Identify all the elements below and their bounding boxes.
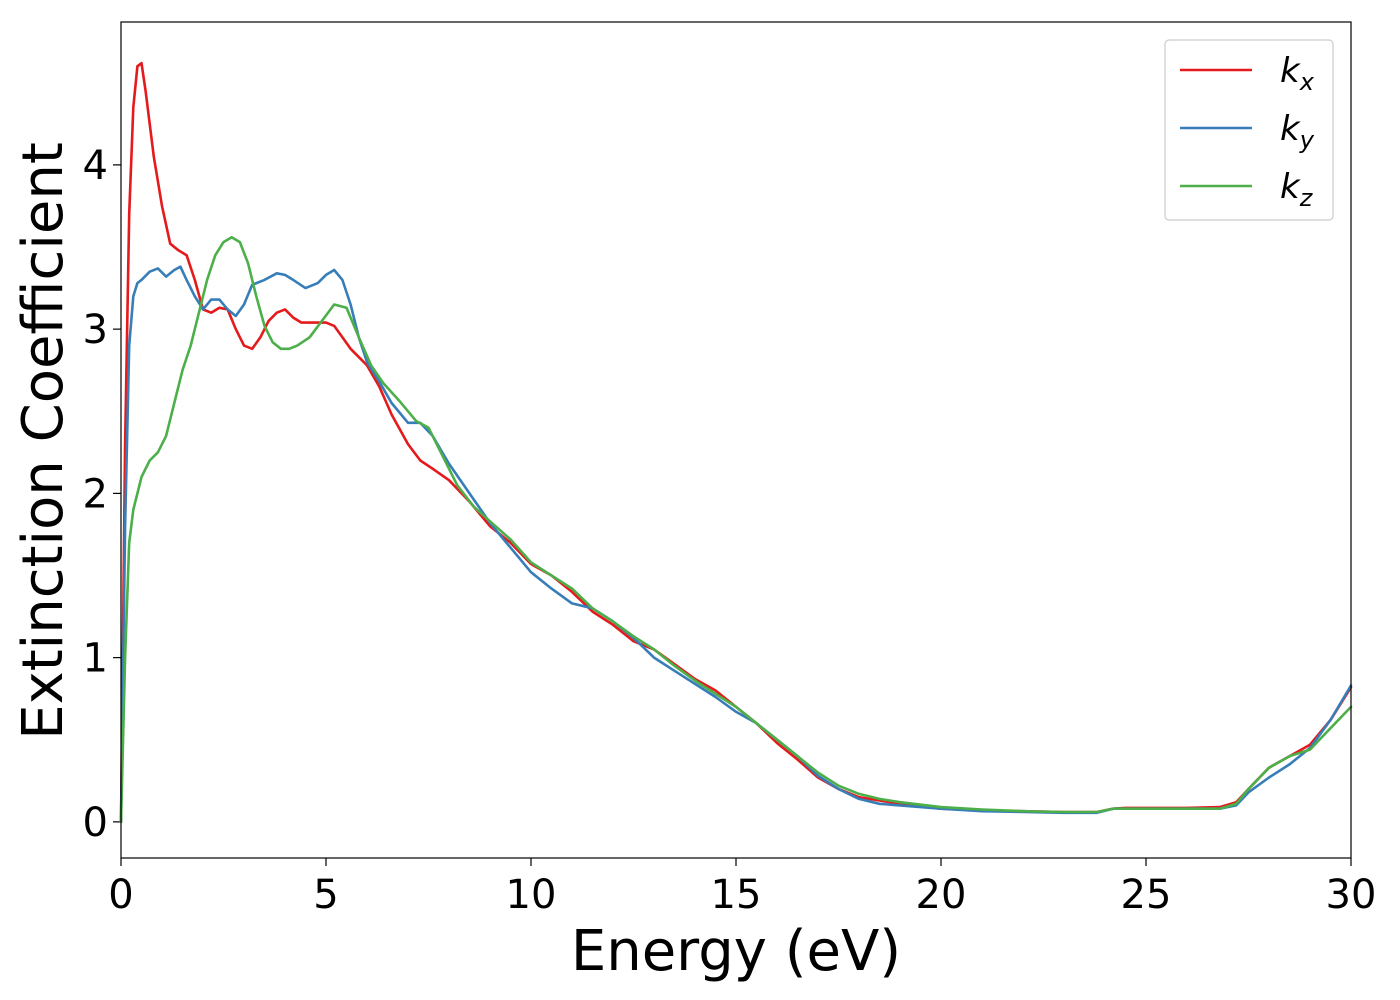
plot-frame [120,21,1352,859]
plot-area [119,61,1353,824]
y-tick-label: 1 [83,636,108,682]
x-tick-label: 5 [313,872,338,918]
series-line-kz [119,235,1353,824]
legend-label-kz: kz [1280,167,1314,212]
legend-label-kx: kx [1280,51,1315,96]
legend-label-symbol: k [1280,51,1301,91]
y-tick-label: 0 [83,800,108,846]
legend-label-subscript: y [1299,126,1315,154]
y-tick-label: 3 [83,307,108,353]
x-tick-label: 15 [711,872,762,918]
x-tick-label: 10 [506,872,557,918]
axis-title-group: Energy (eV) Extinction Coefficient [11,142,901,984]
legend-label-symbol: k [1280,167,1301,207]
x-tick-label: 20 [916,872,967,918]
legend-label-subscript: z [1299,184,1314,212]
y-tick-label: 4 [83,143,108,189]
legend-label-subscript: x [1299,68,1315,96]
legend-label-symbol: k [1280,109,1301,149]
legend-box [1164,39,1334,221]
x-tick-label: 25 [1121,872,1172,918]
x-axis-label: Energy (eV) [571,919,901,984]
legend-label-ky: ky [1280,109,1315,154]
tick-group: 0 5 10 15 20 25 30 0 1 2 3 4 [83,143,1377,918]
series-line-ky [119,265,1353,824]
y-axis-label: Extinction Coefficient [11,142,76,740]
x-tick-label: 30 [1326,872,1377,918]
x-tick-label: 0 [108,872,133,918]
y-tick-label: 2 [83,471,108,517]
